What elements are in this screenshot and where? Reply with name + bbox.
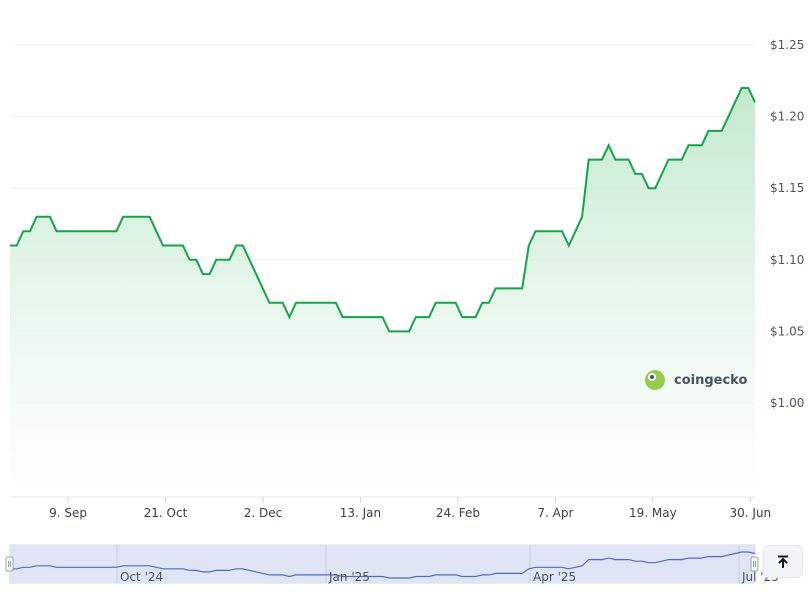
navigator-tick-label: Apr '25 — [533, 570, 576, 584]
y-tick-label: $1.05 — [770, 324, 804, 338]
y-tick-label: $1.15 — [770, 181, 804, 195]
x-tick-label: 7. Apr — [537, 506, 573, 520]
y-tick-label: $1.20 — [770, 110, 804, 124]
x-tick-label: 24. Feb — [436, 506, 480, 520]
price-line — [10, 87, 756, 333]
x-tick-label: 13. Jan — [340, 506, 381, 520]
arrow-up-to-line-icon — [778, 555, 788, 568]
y-tick-label: $1.25 — [770, 38, 804, 52]
y-tick-label: $1.10 — [770, 253, 804, 267]
navigator-handle-left[interactable] — [5, 556, 14, 572]
navigator[interactable]: Oct '24 Jan '25 Apr '25 Jul '25 — [5, 544, 779, 584]
navigator-line — [10, 551, 756, 579]
x-axis: 9. Sep 21. Oct 2. Dec 13. Jan 24. Feb 7. Apr 1… — [49, 497, 771, 520]
navigator-tick-label: Oct '24 — [120, 570, 163, 584]
price-area — [10, 88, 755, 497]
y-tick-label: $1.00 — [770, 396, 804, 410]
x-tick-label: 19. May — [629, 506, 677, 520]
watermark-text: coingecko — [674, 373, 747, 388]
x-tick-label: 21. Oct — [144, 506, 188, 520]
gecko-logo-icon — [645, 370, 665, 390]
coingecko-watermark: coingecko — [645, 370, 747, 390]
navigator-tick-label: Jan '25 — [328, 570, 370, 584]
x-tick-label: 30. Jun — [730, 506, 772, 520]
x-tick-label: 2. Dec — [244, 506, 282, 520]
y-axis: $1.25 $1.20 $1.15 $1.10 $1.05 $1.00 — [770, 38, 804, 410]
scroll-to-top-button[interactable] — [763, 545, 803, 578]
navigator-handle-right[interactable] — [750, 556, 759, 572]
x-tick-label: 9. Sep — [49, 506, 87, 520]
